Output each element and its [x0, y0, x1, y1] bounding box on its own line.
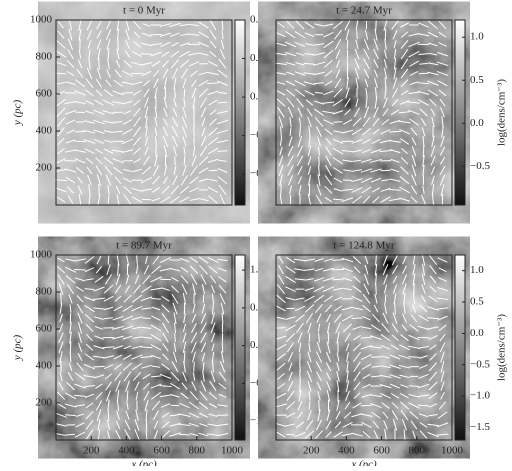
y-tick-label: 1000: [30, 14, 53, 26]
panel-title: t = 24.7 Myr: [336, 5, 392, 17]
velocity-arrow: [357, 30, 358, 39]
y-tick-label: 800: [36, 286, 53, 298]
colorbar-tick-label: 0.5: [250, 301, 264, 313]
velocity-arrow: [408, 357, 419, 358]
colorbar-tick-label: −1.0: [470, 390, 490, 402]
x-tick-label: 400: [338, 445, 355, 457]
x-axis-label: x (pc): [130, 459, 157, 466]
velocity-arrow: [319, 156, 320, 165]
velocity-arrow: [218, 151, 228, 152]
velocity-arrow: [389, 190, 401, 191]
colorbar-tick-label: −1.5: [470, 421, 490, 433]
y-tick-label: 200: [36, 397, 53, 409]
colorbar-tick-label: 1.0: [470, 31, 484, 43]
velocity-arrow: [281, 184, 282, 195]
velocity-arrow: [419, 73, 429, 74]
y-tick-label: 400: [36, 360, 53, 372]
x-tick-label: 400: [118, 445, 135, 457]
y-tick-label: 200: [36, 162, 53, 174]
velocity-arrow: [347, 40, 348, 49]
y-tick-label: 800: [36, 51, 53, 63]
colorbar-tick-label: −0.5: [250, 377, 270, 389]
colorbar-tick-label: −0.5: [470, 160, 490, 172]
velocity-arrow: [361, 405, 373, 406]
x-tick-label: 1000: [221, 445, 244, 457]
velocity-arrow: [319, 400, 320, 411]
colorbar-label: log(dens/cm⁻³): [496, 79, 508, 146]
colorbar-tick-label: 0.5: [470, 296, 484, 308]
velocity-arrow: [194, 362, 195, 372]
x-axis-label: x (pc): [350, 459, 377, 466]
velocity-arrow: [300, 362, 301, 372]
colorbar-tick-label: 0.0: [250, 339, 264, 351]
velocity-arrow: [74, 141, 86, 142]
colorbar-tick-label: 0.0: [250, 91, 264, 103]
velocity-arrow: [414, 283, 415, 295]
x-tick-label: 200: [303, 445, 320, 457]
y-tick-label: 400: [36, 125, 53, 137]
colorbar-tick-label: −0.2: [250, 168, 270, 180]
velocity-arrow: [56, 73, 66, 74]
x-tick-label: 800: [189, 445, 206, 457]
velocity-arrow: [281, 126, 282, 137]
velocity-arrow: [389, 131, 401, 132]
velocity-arrow: [347, 59, 348, 69]
colorbar-tick-label: 1.0: [470, 264, 484, 276]
panel-title: t = 89.7 Myr: [116, 240, 172, 252]
velocity-arrow: [114, 122, 123, 123]
velocity-arrow: [218, 102, 227, 103]
velocity-arrow: [385, 29, 386, 41]
velocity-arrow: [175, 156, 176, 165]
velocity-arrow: [309, 333, 310, 342]
colorbar-tick-label: 0.1: [250, 52, 264, 64]
colorbar-tick-label: 0.5: [470, 74, 484, 86]
velocity-arrow: [122, 93, 133, 94]
colorbar-tick-label: 1.0: [250, 264, 264, 276]
colorbar: [455, 20, 465, 205]
x-tick-label: 200: [83, 445, 100, 457]
velocity-arrow: [113, 131, 122, 132]
colorbar-tick-label: 0.2: [250, 14, 264, 26]
velocity-arrow: [376, 284, 377, 295]
colorbar-tick-label: −0.5: [470, 358, 490, 370]
x-tick-label: 600: [153, 445, 170, 457]
density-map: [276, 20, 452, 205]
velocity-arrow: [61, 293, 62, 305]
colorbar-tick-label: −0.1: [250, 129, 270, 141]
panel-title: t = 124.8 Myr: [333, 240, 395, 252]
y-tick-label: 600: [36, 88, 53, 100]
x-tick-label: 800: [409, 445, 426, 457]
colorbar-tick-label: 0.0: [470, 117, 484, 129]
y-tick-label: 1000: [30, 249, 53, 261]
panel-title: t = 0 Myr: [123, 5, 165, 17]
colorbar-tick-label: 0.0: [470, 327, 484, 339]
velocity-arrow: [328, 332, 329, 344]
velocity-arrow: [150, 34, 162, 35]
velocity-arrow: [184, 156, 185, 166]
velocity-arrow: [93, 366, 105, 367]
colorbar: [235, 20, 245, 205]
x-tick-label: 1000: [441, 445, 464, 457]
velocity-arrow: [108, 255, 109, 264]
colorbar-tick-label: −1.0: [250, 415, 270, 427]
colorbar-label: log(dens/cm⁻³): [496, 314, 508, 381]
velocity-arrow: [99, 58, 100, 70]
colorbar: [235, 255, 245, 440]
y-axis-label: y (pc): [12, 334, 24, 361]
velocity-arrow: [352, 318, 363, 319]
velocity-arrow: [385, 294, 386, 303]
x-tick-label: 600: [373, 445, 390, 457]
y-tick-label: 600: [36, 323, 53, 335]
colorbar: [455, 255, 465, 440]
velocity-arrow: [179, 434, 190, 435]
y-axis-label: y (pc): [12, 99, 24, 126]
